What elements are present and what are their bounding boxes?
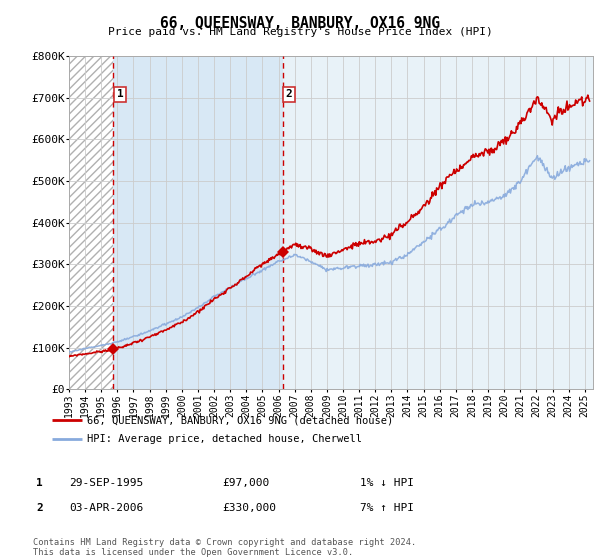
Text: 2: 2 bbox=[36, 503, 43, 513]
Text: 66, QUEENSWAY, BANBURY, OX16 9NG (detached house): 66, QUEENSWAY, BANBURY, OX16 9NG (detach… bbox=[87, 415, 393, 425]
Text: HPI: Average price, detached house, Cherwell: HPI: Average price, detached house, Cher… bbox=[87, 435, 362, 445]
Text: Price paid vs. HM Land Registry's House Price Index (HPI): Price paid vs. HM Land Registry's House … bbox=[107, 27, 493, 37]
Bar bbox=[113, 56, 283, 389]
Text: 2: 2 bbox=[286, 89, 293, 99]
Text: 1% ↓ HPI: 1% ↓ HPI bbox=[360, 478, 414, 488]
Text: £97,000: £97,000 bbox=[222, 478, 269, 488]
Text: 7% ↑ HPI: 7% ↑ HPI bbox=[360, 503, 414, 513]
Bar bbox=[283, 56, 593, 389]
Text: 29-SEP-1995: 29-SEP-1995 bbox=[69, 478, 143, 488]
Text: £330,000: £330,000 bbox=[222, 503, 276, 513]
Text: 1: 1 bbox=[116, 89, 123, 99]
Text: Contains HM Land Registry data © Crown copyright and database right 2024.
This d: Contains HM Land Registry data © Crown c… bbox=[33, 538, 416, 557]
Text: 03-APR-2006: 03-APR-2006 bbox=[69, 503, 143, 513]
Text: 66, QUEENSWAY, BANBURY, OX16 9NG: 66, QUEENSWAY, BANBURY, OX16 9NG bbox=[160, 16, 440, 31]
Text: 1: 1 bbox=[36, 478, 43, 488]
